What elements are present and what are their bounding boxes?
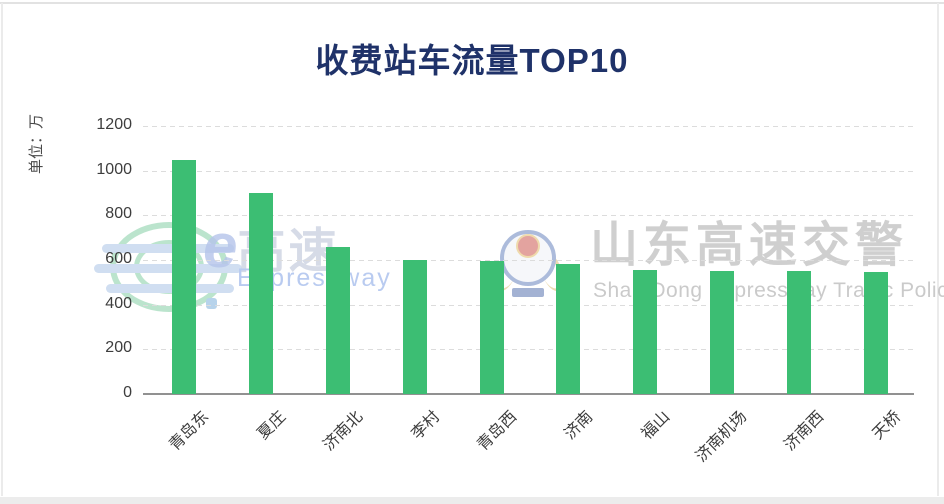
- police-badge-icon: [489, 226, 569, 304]
- y-tick-label: 1200: [96, 116, 132, 133]
- card-left-border: [1, 3, 3, 496]
- bar-济南: [556, 264, 581, 394]
- bar-青岛东: [172, 159, 197, 394]
- gridline-400: [143, 304, 914, 306]
- gridline-800: [143, 215, 914, 217]
- badge-emblem: [516, 234, 540, 258]
- y-tick-label: 200: [105, 339, 132, 357]
- gridline-200: [143, 349, 914, 351]
- y-tick-label: 0: [123, 384, 132, 401]
- bar-济南西: [786, 271, 811, 394]
- logo-stripe: [94, 264, 242, 273]
- chart-title: 收费站车流量TOP10: [315, 42, 629, 79]
- y-tick-label: 800: [105, 205, 132, 223]
- logo-dot: [206, 298, 217, 309]
- card-top-border: [0, 2, 944, 4]
- y-tick-label: 600: [105, 250, 132, 267]
- bar-夏庄: [249, 193, 274, 394]
- bar-李村: [402, 260, 427, 394]
- gridline-600: [143, 260, 914, 261]
- gridline-1200: [143, 126, 914, 127]
- e-expressway-logo-icon: [94, 222, 242, 314]
- bar-济南机场: [710, 270, 734, 394]
- watermark-police-en-text: Shan Dong Expressway Traffic Police: [593, 279, 944, 302]
- bar-青岛西: [479, 261, 504, 394]
- bar-福山: [633, 270, 658, 394]
- logo-stripe: [106, 284, 234, 293]
- bar-济南北: [326, 246, 350, 394]
- bar-天桥: [863, 271, 888, 394]
- watermark-police-cn-text: 山东高速交警: [590, 219, 909, 272]
- y-tick-label: 400: [105, 294, 132, 312]
- card-right-border: [937, 3, 939, 496]
- badge-circle: [500, 230, 556, 286]
- y-axis-unit-label: 单位：万: [28, 114, 45, 175]
- logo-stripe: [102, 244, 234, 253]
- watermark-e-glyph: e: [203, 212, 238, 281]
- y-tick-label: 1000: [96, 160, 132, 178]
- bar-chart-plot: 0 200 400 600 800 1000 1200 青岛东 夏庄 济南北 李村 青岛西 济南 福山 济南…: [96, 116, 914, 466]
- x-axis-line: [143, 393, 914, 395]
- badge-ribbon: [512, 288, 544, 297]
- card-bottom-border: [0, 497, 944, 504]
- gridline-1000: [143, 170, 914, 172]
